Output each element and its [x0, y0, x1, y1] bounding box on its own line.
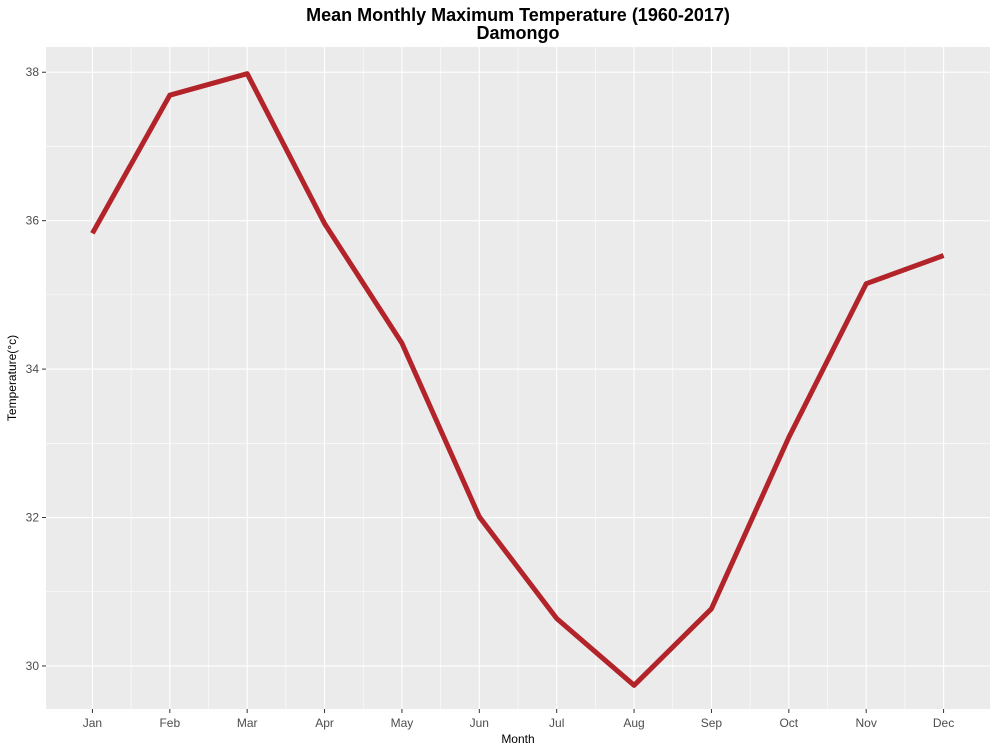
y-tick-label: 32 [26, 511, 40, 525]
y-tick-label: 30 [26, 659, 40, 673]
x-tick-label: Oct [779, 716, 798, 730]
x-tick-label: May [391, 716, 414, 730]
grid-major [46, 47, 990, 709]
x-tick-label: Nov [856, 716, 877, 730]
grid-minor [46, 47, 990, 709]
x-tick-label: Jan [83, 716, 102, 730]
x-axis: Jan Feb Mar Apr May Jun Jul Aug Sep Oct Nov Dec [83, 709, 954, 730]
y-axis-title: Temperature(°c) [5, 335, 19, 421]
x-tick-label: Apr [315, 716, 334, 730]
chart-subtitle: Damongo [477, 23, 560, 43]
x-tick-label: Dec [933, 716, 954, 730]
x-tick-label: Jul [549, 716, 564, 730]
x-tick-label: Aug [623, 716, 644, 730]
series-layer [90, 71, 945, 688]
y-tick-label: 38 [26, 65, 40, 79]
y-axis: 30 32 34 36 38 [26, 65, 46, 673]
x-tick-label: Mar [237, 716, 258, 730]
chart-title: Mean Monthly Maximum Temperature (1960-2… [306, 5, 730, 25]
x-tick-label: Sep [701, 716, 723, 730]
x-axis-title: Month [501, 732, 534, 746]
x-tick-label: Feb [159, 716, 180, 730]
y-tick-label: 34 [26, 362, 40, 376]
x-tick-label: Jun [470, 716, 489, 730]
series-line [90, 71, 945, 688]
y-tick-label: 36 [26, 214, 40, 228]
